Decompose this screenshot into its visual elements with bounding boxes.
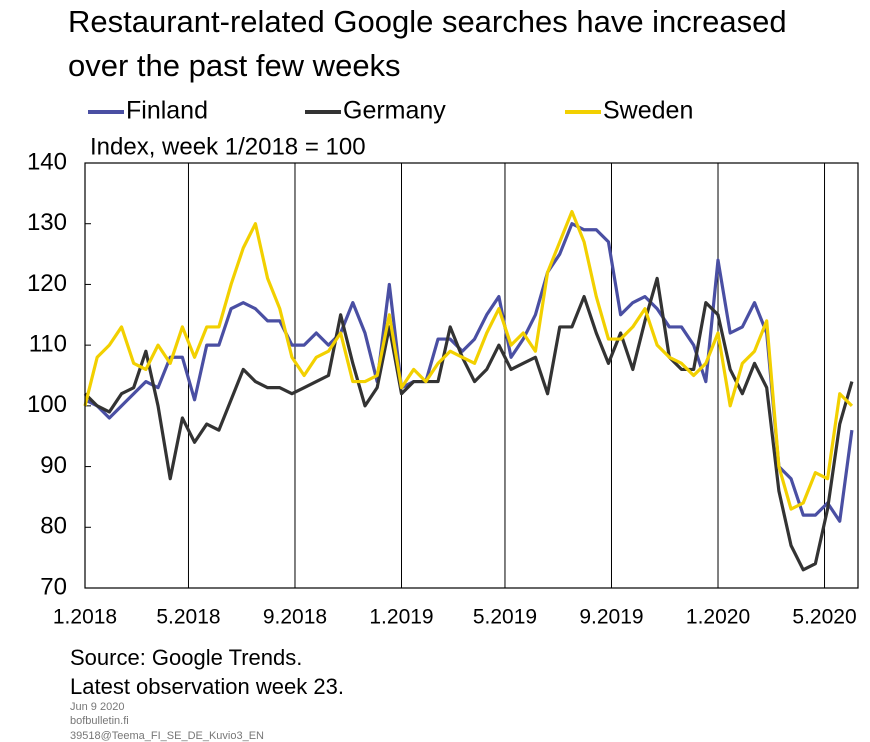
- legend-label: Sweden: [603, 97, 693, 125]
- note: Latest observation week 23.: [70, 674, 344, 699]
- y-tick-label: 110: [29, 330, 67, 357]
- x-tick-label: 9.2018: [263, 606, 327, 629]
- x-tick-label: 9.2019: [579, 606, 643, 629]
- source: Source: Google Trends.: [70, 645, 302, 670]
- series-line: [84, 222, 854, 523]
- y-tick-label: 140: [27, 148, 67, 175]
- x-tick-label: 1.2020: [686, 606, 750, 629]
- footer: 39518@Teema_FI_SE_DE_Kuvio3_EN: [70, 730, 264, 742]
- footer: Jun 9 2020: [70, 701, 124, 713]
- plot-frame: [84, 162, 859, 589]
- footer: bofbulletin.fi: [70, 715, 129, 727]
- legend-label: Finland: [126, 97, 208, 125]
- y-tick-label: 100: [27, 391, 67, 418]
- x-tick-label: 5.2020: [792, 606, 856, 629]
- y-tick-label: 120: [27, 270, 67, 297]
- x-tick-label: 5.2018: [156, 606, 220, 629]
- series-line: [83, 276, 854, 572]
- series-line: [83, 209, 854, 511]
- chart-title: Restaurant-related Google searches have …: [68, 4, 787, 39]
- y-tick-label: 80: [40, 513, 67, 540]
- y-tick-label: 90: [40, 452, 67, 479]
- chart-title: over the past few weeks: [68, 48, 401, 83]
- x-tick-label: 1.2018: [53, 606, 117, 629]
- x-tick-label: 1.2019: [369, 606, 433, 629]
- legend-label: Germany: [343, 97, 446, 125]
- subtitle: Index, week 1/2018 = 100: [90, 133, 366, 160]
- y-tick-label: 130: [27, 209, 67, 236]
- x-tick-label: 5.2019: [473, 606, 537, 629]
- y-tick-label: 70: [40, 573, 67, 600]
